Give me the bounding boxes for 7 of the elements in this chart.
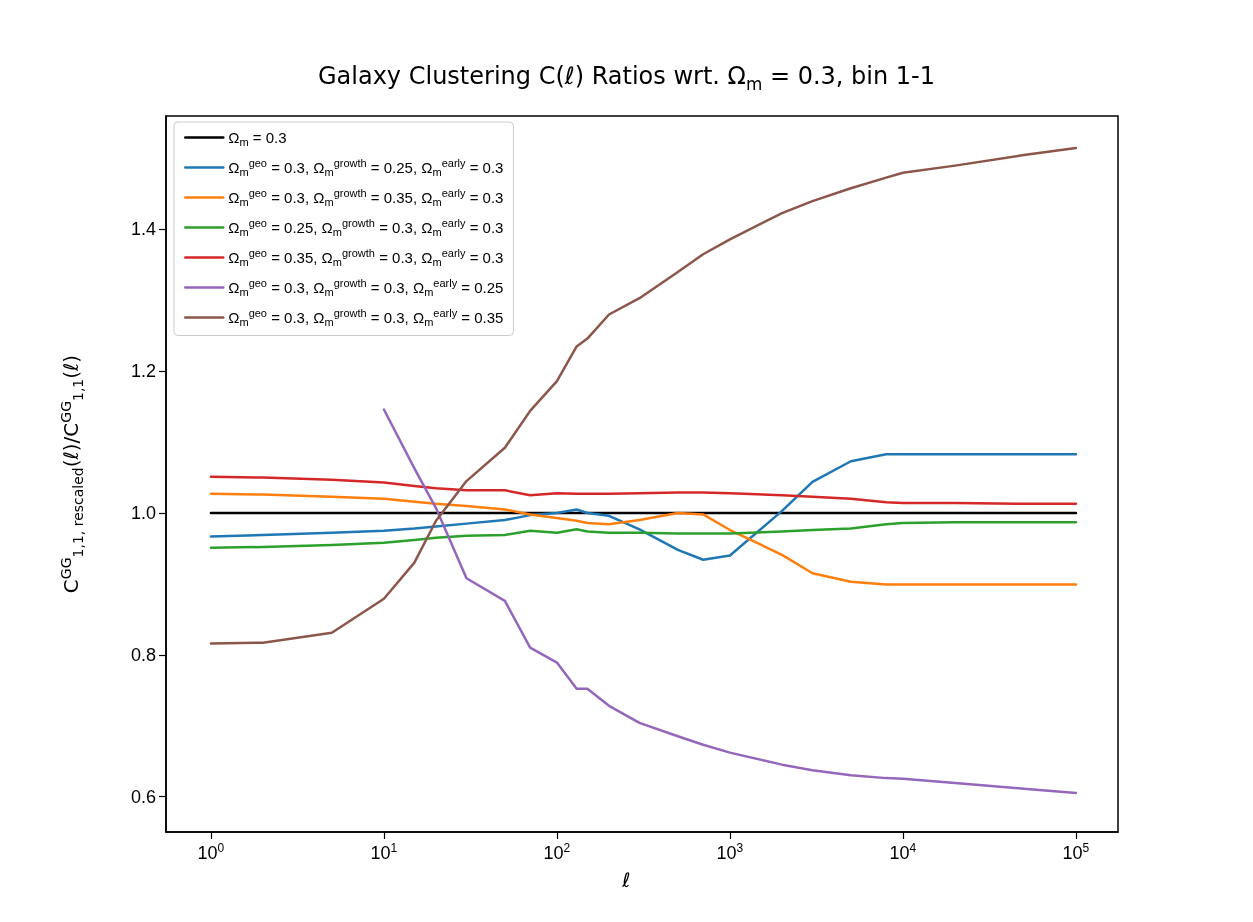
x-axis-title: ℓ (621, 868, 632, 892)
chart-title: Galaxy Clustering C(ℓ) Ratios wrt. Ω$_{m}$ = 0.3, bin 1-1 (317, 62, 936, 94)
y-tick-label: 0.8 (130, 644, 156, 665)
y-tick-label: 1.4 (130, 219, 156, 240)
y-tick-label: 1.0 (130, 502, 156, 523)
y-tick-label: 1.2 (130, 361, 156, 382)
y-tick-label: 0.6 (130, 786, 156, 807)
